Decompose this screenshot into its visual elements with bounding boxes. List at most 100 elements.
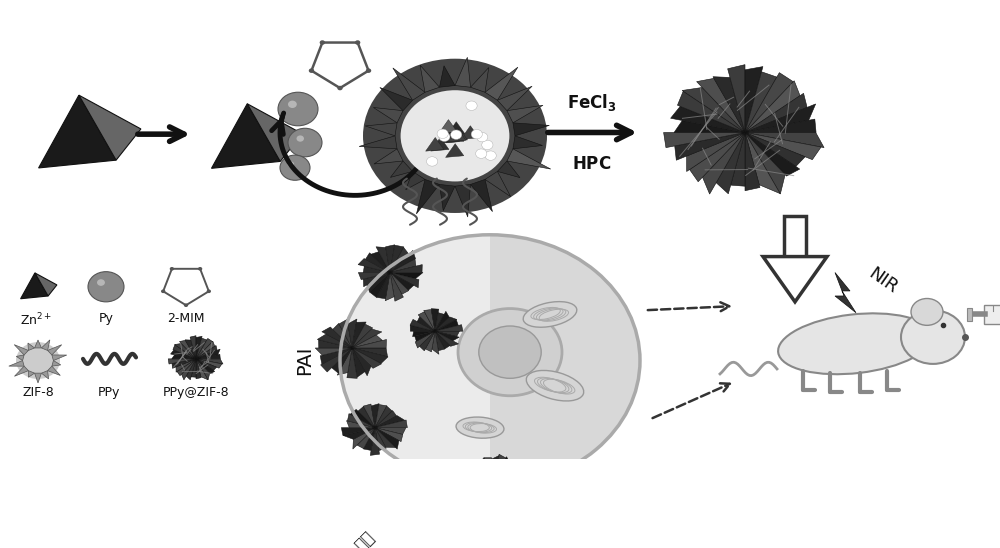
Polygon shape [745, 81, 800, 133]
Polygon shape [9, 361, 24, 366]
Polygon shape [191, 359, 196, 377]
Circle shape [911, 299, 943, 326]
Polygon shape [745, 72, 777, 133]
Polygon shape [495, 478, 507, 501]
Polygon shape [745, 133, 805, 167]
Polygon shape [28, 370, 35, 377]
Polygon shape [671, 106, 745, 133]
Polygon shape [196, 349, 220, 359]
Polygon shape [495, 472, 519, 478]
Polygon shape [196, 355, 220, 359]
Circle shape [451, 130, 462, 139]
Polygon shape [476, 478, 495, 500]
Text: $\mathbf{FeCl_3}$: $\mathbf{FeCl_3}$ [567, 92, 617, 113]
Polygon shape [763, 256, 827, 302]
Polygon shape [321, 348, 352, 372]
Polygon shape [448, 128, 466, 142]
Circle shape [340, 235, 640, 486]
Text: PTT: PTT [452, 183, 488, 202]
Polygon shape [435, 331, 450, 349]
Polygon shape [677, 91, 745, 133]
Polygon shape [745, 133, 800, 176]
Polygon shape [16, 355, 24, 361]
Polygon shape [415, 331, 435, 348]
Polygon shape [177, 359, 196, 376]
Polygon shape [35, 340, 41, 348]
Polygon shape [358, 272, 390, 279]
Polygon shape [468, 478, 495, 484]
Polygon shape [713, 77, 745, 133]
Polygon shape [497, 86, 532, 111]
Polygon shape [375, 416, 405, 427]
Polygon shape [471, 179, 492, 212]
Circle shape [280, 155, 310, 180]
Polygon shape [495, 478, 522, 489]
Polygon shape [373, 107, 403, 123]
Polygon shape [337, 348, 352, 375]
Circle shape [466, 101, 477, 110]
Polygon shape [367, 272, 390, 292]
Polygon shape [745, 133, 824, 147]
Polygon shape [14, 345, 28, 355]
Polygon shape [471, 67, 489, 92]
Polygon shape [375, 427, 396, 448]
Circle shape [427, 157, 438, 166]
FancyBboxPatch shape [784, 216, 806, 256]
Circle shape [363, 59, 547, 213]
Polygon shape [347, 421, 375, 427]
Circle shape [88, 272, 124, 302]
Polygon shape [357, 427, 375, 449]
Polygon shape [731, 133, 745, 186]
Polygon shape [371, 404, 379, 427]
Polygon shape [390, 248, 409, 272]
Polygon shape [513, 123, 549, 136]
Polygon shape [212, 104, 280, 168]
Polygon shape [419, 331, 435, 351]
Polygon shape [415, 331, 435, 341]
Circle shape [901, 310, 965, 364]
Polygon shape [365, 253, 390, 272]
Polygon shape [181, 359, 196, 380]
Polygon shape [495, 478, 521, 483]
Polygon shape [416, 179, 439, 214]
Polygon shape [439, 66, 455, 87]
Circle shape [296, 135, 304, 142]
Polygon shape [435, 324, 463, 331]
Polygon shape [371, 252, 390, 272]
Polygon shape [375, 427, 386, 450]
Circle shape [278, 92, 318, 126]
Polygon shape [390, 245, 404, 272]
Circle shape [337, 86, 343, 90]
Polygon shape [185, 340, 196, 359]
Polygon shape [322, 327, 352, 348]
Polygon shape [413, 331, 435, 336]
Polygon shape [449, 127, 468, 140]
Polygon shape [318, 340, 352, 348]
Polygon shape [390, 259, 416, 272]
Polygon shape [390, 272, 423, 279]
Polygon shape [52, 361, 61, 366]
Polygon shape [507, 105, 543, 123]
Polygon shape [352, 348, 388, 363]
Polygon shape [363, 266, 390, 272]
Circle shape [439, 132, 450, 141]
Text: $\mathbf{HPC}$: $\mathbf{HPC}$ [572, 155, 612, 173]
Polygon shape [317, 492, 438, 548]
Polygon shape [175, 344, 196, 359]
Wedge shape [490, 235, 640, 486]
Polygon shape [390, 272, 414, 290]
Polygon shape [435, 313, 444, 331]
Polygon shape [480, 458, 495, 478]
Polygon shape [418, 312, 435, 331]
Polygon shape [39, 95, 116, 168]
Polygon shape [196, 359, 215, 374]
Polygon shape [347, 414, 375, 427]
Polygon shape [363, 404, 375, 427]
Polygon shape [406, 172, 425, 190]
Text: Py: Py [99, 312, 113, 325]
Ellipse shape [778, 313, 932, 374]
Polygon shape [447, 122, 465, 135]
Polygon shape [513, 136, 542, 149]
Polygon shape [716, 133, 745, 194]
Polygon shape [343, 427, 375, 439]
